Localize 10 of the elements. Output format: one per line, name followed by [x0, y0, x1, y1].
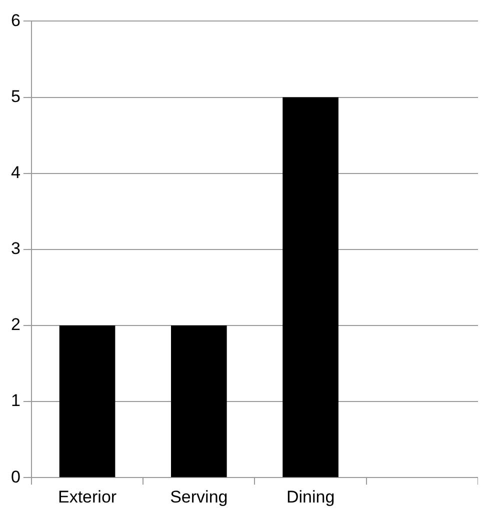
- y-tick-label: 6: [10, 10, 20, 30]
- y-tick-label: 3: [10, 239, 20, 258]
- x-tick-label: Serving: [170, 487, 228, 506]
- y-tick-label: 4: [10, 163, 20, 182]
- y-tick-label: 0: [10, 467, 20, 486]
- y-tick-label: 2: [10, 315, 20, 334]
- x-tick-label: Dining: [286, 487, 335, 506]
- y-tick-label: 1: [10, 391, 20, 410]
- x-tick-label: Exterior: [58, 487, 117, 506]
- y-tick-label: 5: [10, 86, 20, 106]
